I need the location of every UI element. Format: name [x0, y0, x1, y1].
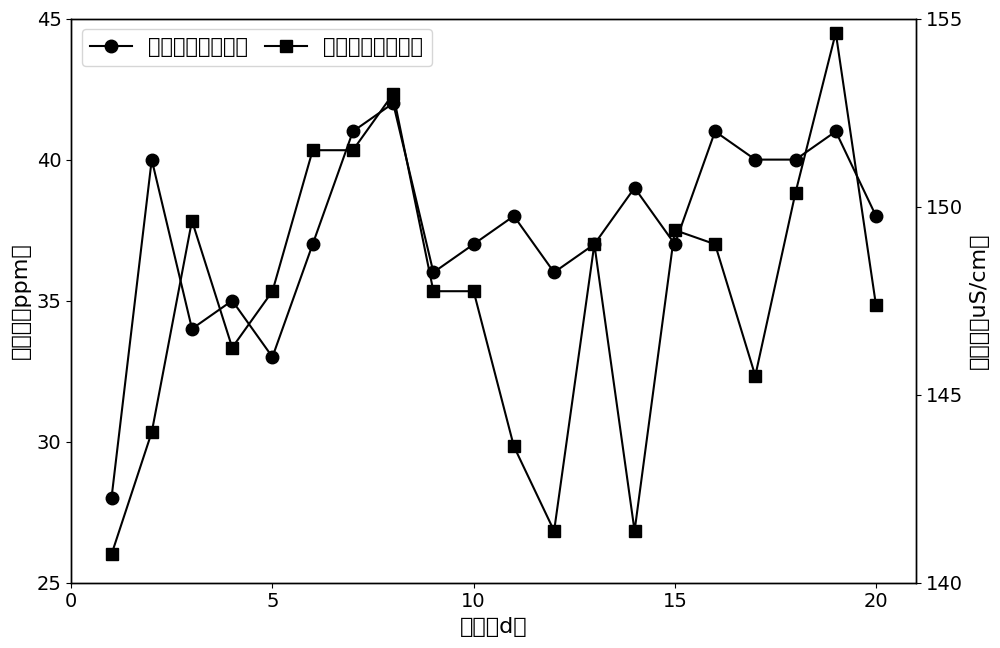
反渗透出水电导率 [669, 226, 681, 234]
陶瓷膜出水悬浮物 [830, 128, 842, 135]
反渗透出水电导率 [468, 287, 480, 295]
Legend: 陶瓷膜出水悬浮物, 反渗透出水电导率: 陶瓷膜出水悬浮物, 反渗透出水电导率 [82, 29, 432, 65]
反渗透出水电导率 [307, 146, 319, 154]
反渗透出水电导率 [186, 217, 198, 225]
陶瓷膜出水悬浮物 [629, 184, 641, 192]
陶瓷膜出水悬浮物 [387, 99, 399, 107]
反渗透出水电导率 [427, 287, 439, 295]
反渗透出水电导率 [588, 240, 600, 248]
陶瓷膜出水悬浮物 [588, 240, 600, 248]
陶瓷膜出水悬浮物 [468, 240, 480, 248]
陶瓷膜出水悬浮物 [186, 325, 198, 332]
陶瓷膜出水悬浮物 [106, 494, 118, 502]
反渗透出水电导率 [629, 527, 641, 535]
陶瓷膜出水悬浮物 [669, 240, 681, 248]
陶瓷膜出水悬浮物 [226, 297, 238, 305]
Y-axis label: 悬浮物（ppm）: 悬浮物（ppm） [11, 242, 31, 359]
Line: 反渗透出水电导率: 反渗透出水电导率 [106, 27, 882, 560]
反渗透出水电导率 [709, 240, 721, 248]
陶瓷膜出水悬浮物 [790, 156, 802, 163]
反渗透出水电导率 [146, 428, 158, 436]
陶瓷膜出水悬浮物 [709, 128, 721, 135]
陶瓷膜出水悬浮物 [146, 156, 158, 163]
陶瓷膜出水悬浮物 [508, 212, 520, 220]
陶瓷膜出水悬浮物 [347, 128, 359, 135]
反渗透出水电导率 [870, 301, 882, 309]
反渗透出水电导率 [548, 527, 560, 535]
反渗透出水电导率 [106, 551, 118, 559]
陶瓷膜出水悬浮物 [870, 212, 882, 220]
陶瓷膜出水悬浮物 [427, 268, 439, 276]
陶瓷膜出水悬浮物 [548, 268, 560, 276]
反渗透出水电导率 [266, 287, 278, 295]
X-axis label: 天数（d）: 天数（d） [460, 617, 528, 637]
反渗透出水电导率 [387, 90, 399, 98]
陶瓷膜出水悬浮物 [307, 240, 319, 248]
反渗透出水电导率 [830, 29, 842, 36]
陶瓷膜出水悬浮物 [266, 353, 278, 361]
反渗透出水电导率 [226, 343, 238, 351]
陶瓷膜出水悬浮物 [749, 156, 761, 163]
反渗透出水电导率 [790, 189, 802, 196]
反渗透出水电导率 [347, 146, 359, 154]
Line: 陶瓷膜出水悬浮物: 陶瓷膜出水悬浮物 [105, 97, 882, 504]
反渗透出水电导率 [508, 443, 520, 450]
Y-axis label: 电导率（uS/cm）: 电导率（uS/cm） [969, 233, 989, 369]
反渗透出水电导率 [749, 372, 761, 380]
